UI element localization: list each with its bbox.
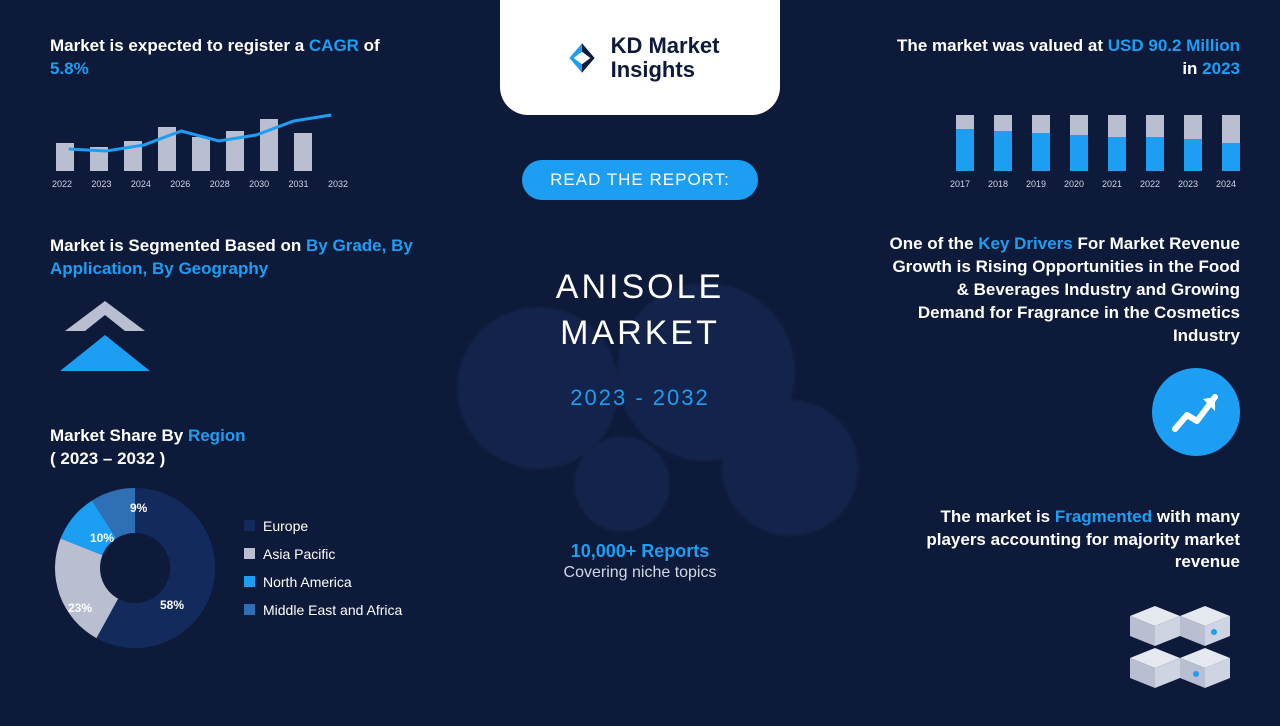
cagr-line-overlay bbox=[50, 111, 350, 171]
value-bar bbox=[994, 115, 1012, 171]
cagr-xlabel: 2032 bbox=[328, 179, 348, 189]
market-title: ANISOLE MARKET bbox=[460, 265, 820, 357]
region-donut-chart: 58% 23% 10% 9% bbox=[50, 483, 220, 653]
cagr-xlabel: 2024 bbox=[131, 179, 151, 189]
value-xlabel: 2023 bbox=[1174, 179, 1202, 189]
value-text: The market was valued at USD 90.2 Millio… bbox=[885, 35, 1240, 81]
value-xlabel: 2019 bbox=[1022, 179, 1050, 189]
legend-label: North America bbox=[263, 568, 352, 596]
value-bar bbox=[1108, 115, 1126, 171]
drivers-text: One of the Key Drivers For Market Revenu… bbox=[885, 233, 1240, 348]
drivers-hl: Key Drivers bbox=[978, 234, 1073, 253]
donut-wrap: 58% 23% 10% 9% EuropeAsia PacificNorth Amer… bbox=[50, 483, 420, 653]
cagr-pre: Market is expected to register a bbox=[50, 36, 309, 55]
cagr-xlabel: 2031 bbox=[289, 179, 309, 189]
legend-label: Middle East and Africa bbox=[263, 596, 402, 624]
cagr-xlabel: 2028 bbox=[210, 179, 230, 189]
legend-label: Asia Pacific bbox=[263, 540, 335, 568]
legend-row: North America bbox=[244, 568, 402, 596]
center-column: KD Market Insights READ THE REPORT: ANIS… bbox=[460, 0, 820, 582]
cagr-xlabel: 2023 bbox=[91, 179, 111, 189]
cagr-mid: of bbox=[359, 36, 380, 55]
legend-row: Asia Pacific bbox=[244, 540, 402, 568]
segment-arrows-icon bbox=[50, 301, 160, 391]
region-pre: Market Share By bbox=[50, 426, 188, 445]
segment-pre: Market is Segmented Based on bbox=[50, 236, 306, 255]
value-hl1: USD 90.2 Million bbox=[1108, 36, 1240, 55]
cagr-xlabel: 2022 bbox=[52, 179, 72, 189]
frag-pre: The market is bbox=[941, 507, 1055, 526]
donut-slice-label: 23% bbox=[68, 601, 92, 615]
region-title: Market Share By Region ( 2023 – 2032 ) bbox=[50, 425, 420, 471]
legend-swatch bbox=[244, 548, 255, 559]
legend-swatch bbox=[244, 604, 255, 615]
reports-subtitle: Covering niche topics bbox=[460, 564, 820, 582]
logo-text: KD Market Insights bbox=[611, 34, 720, 80]
title-line1: ANISOLE bbox=[460, 265, 820, 311]
cagr-text: Market is expected to register a CAGR of… bbox=[50, 35, 420, 81]
fragmented-block: The market is Fragmented with many playe… bbox=[885, 506, 1240, 693]
cagr-xlabel: 2026 bbox=[170, 179, 190, 189]
logo-line1: KD Market bbox=[611, 34, 720, 57]
fragmented-text: The market is Fragmented with many playe… bbox=[885, 506, 1240, 575]
region-block: Market Share By Region ( 2023 – 2032 ) 5… bbox=[50, 425, 420, 653]
cagr-hl2: 5.8% bbox=[50, 59, 89, 78]
value-bar bbox=[1070, 115, 1088, 171]
market-year-range: 2023 - 2032 bbox=[460, 385, 820, 411]
value-block: The market was valued at USD 90.2 Millio… bbox=[885, 35, 1240, 189]
region-post: ( 2023 – 2032 ) bbox=[50, 449, 165, 468]
value-bar bbox=[956, 115, 974, 171]
value-bar bbox=[1032, 115, 1050, 171]
segment-block: Market is Segmented Based on By Grade, B… bbox=[50, 235, 420, 391]
logo-mark-icon bbox=[561, 37, 603, 79]
value-xlabel: 2020 bbox=[1060, 179, 1088, 189]
legend-swatch bbox=[244, 576, 255, 587]
drivers-pre: One of the bbox=[889, 234, 978, 253]
value-bar bbox=[1184, 115, 1202, 171]
value-pre: The market was valued at bbox=[897, 36, 1108, 55]
value-xlabel: 2022 bbox=[1136, 179, 1164, 189]
frag-hl: Fragmented bbox=[1055, 507, 1152, 526]
region-hl: Region bbox=[188, 426, 246, 445]
title-line2: MARKET bbox=[460, 311, 820, 357]
value-xlabel: 2021 bbox=[1098, 179, 1126, 189]
segment-text: Market is Segmented Based on By Grade, B… bbox=[50, 235, 420, 281]
cagr-hl1: CAGR bbox=[309, 36, 359, 55]
value-bar bbox=[1222, 115, 1240, 171]
cagr-chart: 2022 2023 2024 2026 2028 2030 2031 2032 bbox=[50, 99, 350, 189]
donut-slice-label: 10% bbox=[90, 531, 114, 545]
value-hl2: 2023 bbox=[1202, 59, 1240, 78]
value-chart: 2017 2018 2019 2020 2021 2022 2023 2024 bbox=[900, 99, 1240, 189]
trend-up-icon bbox=[1152, 368, 1240, 456]
cagr-xlabel: 2030 bbox=[249, 179, 269, 189]
donut-slice-label: 58% bbox=[160, 598, 184, 612]
value-bar bbox=[1146, 115, 1164, 171]
drivers-block: One of the Key Drivers For Market Revenu… bbox=[885, 233, 1240, 456]
donut-slice-label: 9% bbox=[130, 501, 147, 515]
left-column: Market is expected to register a CAGR of… bbox=[50, 35, 420, 653]
value-xlabel: 2024 bbox=[1212, 179, 1240, 189]
legend-row: Middle East and Africa bbox=[244, 596, 402, 624]
value-xlabel: 2017 bbox=[946, 179, 974, 189]
value-mid: in bbox=[1182, 59, 1202, 78]
legend-label: Europe bbox=[263, 512, 308, 540]
read-report-button[interactable]: READ THE REPORT: bbox=[522, 160, 758, 200]
reports-count: 10,000+ Reports bbox=[460, 541, 820, 562]
right-column: The market was valued at USD 90.2 Millio… bbox=[885, 35, 1240, 726]
legend-swatch bbox=[244, 520, 255, 531]
region-legend: EuropeAsia PacificNorth AmericaMiddle Ea… bbox=[244, 512, 402, 624]
cagr-block: Market is expected to register a CAGR of… bbox=[50, 35, 420, 189]
legend-row: Europe bbox=[244, 512, 402, 540]
cubes-icon bbox=[1120, 592, 1240, 692]
value-xlabel: 2018 bbox=[984, 179, 1012, 189]
logo-line2: Insights bbox=[611, 58, 720, 81]
logo-card: KD Market Insights bbox=[500, 0, 780, 115]
